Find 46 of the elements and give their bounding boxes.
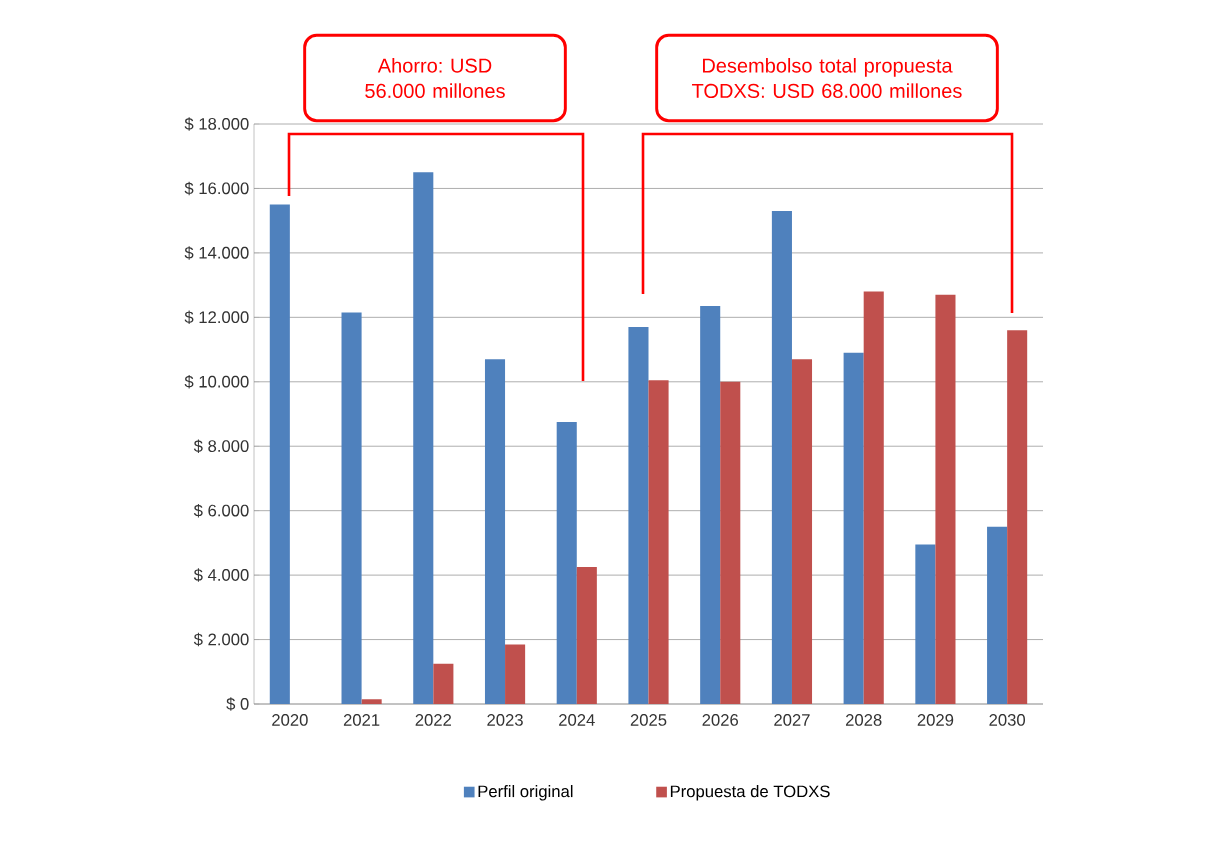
y-tick-label: $ 4.000 (193, 568, 249, 582)
text: Desembolso total propuesta TODXS: USD 68.000 millones (692, 57, 962, 99)
bar (484, 359, 506, 705)
x-tick-label: 2022 (415, 714, 452, 726)
bar (433, 663, 454, 705)
legend-label: Perfil original (478, 785, 573, 801)
x-tick-label: 2029 (917, 714, 954, 726)
x-tick-label: 2021 (343, 714, 380, 726)
x-tick-label: 2027 (774, 714, 810, 726)
bar (341, 312, 362, 705)
bar (269, 204, 290, 705)
y-tick-label: $ 12.000 (184, 310, 249, 325)
bar (987, 526, 1008, 705)
bar (361, 699, 382, 705)
bar (413, 172, 434, 705)
x-tick-label: 2026 (702, 714, 739, 726)
bar (720, 381, 741, 705)
x-tick-label: 2025 (630, 714, 667, 726)
bar (1007, 330, 1028, 705)
bar (700, 306, 721, 705)
bar (628, 327, 649, 705)
bar (843, 352, 864, 705)
x-tick-label: 2030 (989, 714, 1026, 726)
legend-label: Propuesta de TODXS (670, 785, 830, 801)
y-tick-label: $ 0 (226, 697, 249, 711)
x-tick-label: 2023 (487, 714, 523, 726)
bar (556, 422, 577, 705)
bar (935, 294, 956, 705)
y-tick-label: $ 16.000 (184, 181, 249, 196)
bar (863, 291, 884, 705)
bar (576, 567, 597, 705)
y-tick-label: $ 6.000 (193, 503, 249, 518)
bar (505, 644, 526, 705)
text: Ahorro: USD 56.000 millones (365, 57, 505, 99)
y-tick-label: $ 2.000 (193, 632, 249, 647)
y-tick-label: $ 18.000 (184, 117, 249, 131)
bar (771, 211, 792, 705)
x-tick-label: 2024 (559, 714, 595, 726)
bar (648, 380, 669, 705)
bar (915, 544, 936, 705)
y-tick-label: $ 8.000 (193, 439, 249, 453)
x-tick-label: 2020 (272, 714, 308, 726)
bar (791, 359, 813, 705)
x-tick-label: 2028 (845, 714, 882, 726)
y-tick-label: $ 10.000 (184, 375, 249, 389)
y-tick-label: $ 14.000 (184, 246, 249, 260)
